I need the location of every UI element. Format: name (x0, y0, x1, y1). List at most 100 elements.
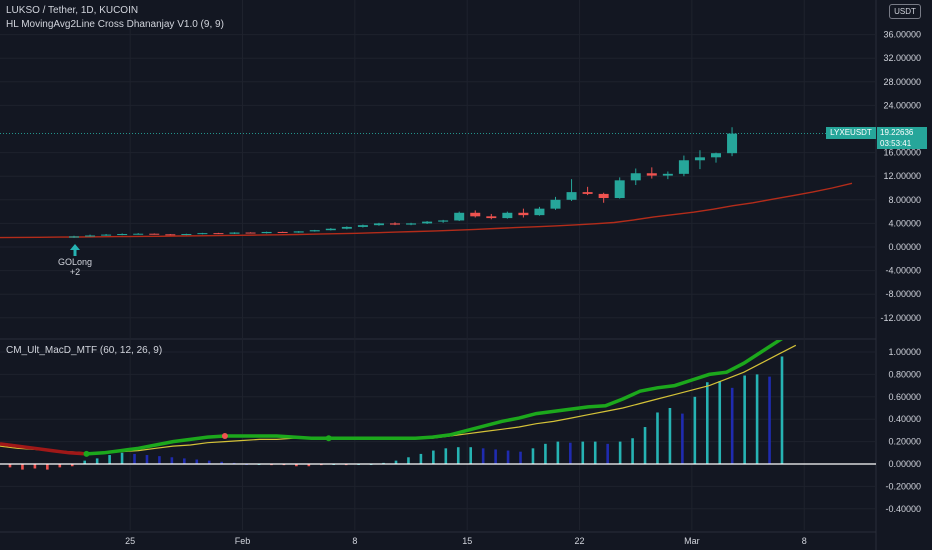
histogram-bar (456, 447, 460, 464)
price-tick-label: -12.00000 (880, 313, 921, 323)
histogram-bar (8, 464, 12, 468)
histogram-bar (768, 376, 771, 464)
candle-body (678, 160, 689, 174)
candle-body (630, 173, 641, 181)
histogram-bar (46, 464, 49, 470)
time-tick-label: 15 (462, 536, 472, 546)
candle-body (149, 233, 160, 235)
chart-grid (0, 0, 877, 550)
cross-marker (83, 450, 90, 457)
candle-body (534, 208, 545, 216)
histogram-bar (656, 412, 659, 464)
candle-body (245, 232, 256, 234)
histogram-bar (705, 382, 709, 464)
histogram-bar (569, 442, 572, 464)
osc-tick-label: -0.20000 (885, 481, 921, 491)
candle-body (165, 234, 176, 236)
candle-body (373, 223, 384, 226)
histogram-bar (170, 457, 174, 464)
time-tick-label: 22 (575, 536, 585, 546)
osc-tick-label: 0.80000 (888, 369, 921, 379)
histogram-bar (220, 461, 223, 464)
histogram-bar (668, 408, 672, 464)
candle-body (181, 234, 192, 236)
histogram-bar (519, 451, 522, 464)
macd-histogram-layer (0, 356, 876, 470)
time-tick-label: Feb (235, 536, 251, 546)
osc-tick-label: 0.20000 (888, 437, 921, 447)
candle-body (582, 192, 593, 194)
histogram-bar (631, 438, 634, 464)
histogram-bar (33, 464, 37, 469)
ticker-label: LYXEUSDT (826, 127, 876, 139)
candle-body (277, 231, 288, 233)
histogram-bar (183, 458, 186, 464)
histogram-bar (780, 356, 784, 464)
indicator2-title: CM_Ult_MacD_MTF (60, 12, 26, 9) (6, 345, 163, 356)
histogram-bar (58, 464, 62, 468)
candle-layer (69, 127, 738, 238)
histogram-bar (108, 455, 111, 464)
candle-body (197, 233, 208, 235)
histogram-bar (207, 460, 211, 464)
histogram-bar (133, 453, 136, 464)
macd-line-bearish (0, 442, 87, 456)
golong-signal: GOLong +2 (57, 257, 93, 277)
price-tick-label: 16.00000 (883, 148, 921, 158)
histogram-bar (394, 460, 398, 464)
candle-body (133, 233, 144, 235)
histogram-bar (444, 448, 448, 464)
price-tick-label: 0.00000 (888, 242, 921, 252)
macd-line-bullish (86, 340, 783, 456)
histogram-bar (606, 443, 609, 464)
arrow-up-icon (70, 244, 80, 256)
osc-tick-label: 1.00000 (888, 347, 921, 357)
candle-body (406, 223, 417, 225)
cross-marker (221, 433, 228, 439)
candle-body (117, 234, 128, 236)
candle-body (502, 212, 513, 219)
time-tick-label: Mar (684, 536, 700, 546)
candle-body (422, 221, 433, 224)
histogram-bar (531, 448, 535, 464)
candle-body (85, 235, 96, 237)
osc-tick-label: 0.00000 (888, 459, 921, 469)
histogram-bar (718, 381, 722, 464)
price-tick-label: 28.00000 (883, 77, 921, 87)
currency-button[interactable]: USDT (889, 4, 921, 19)
histogram-bar (419, 453, 423, 464)
histogram-bar (755, 374, 759, 464)
candle-body (341, 226, 352, 229)
histogram-bar (70, 464, 74, 467)
golong-sub: +2 (69, 267, 81, 277)
golong-label: GOLong (57, 257, 93, 267)
candle-body (662, 173, 673, 176)
histogram-bar (618, 441, 622, 464)
candle-body (598, 193, 609, 199)
cross-marker (325, 435, 332, 442)
histogram-bar (643, 427, 647, 464)
time-tick-label: 8 (352, 536, 357, 546)
candle-body (293, 231, 304, 233)
osc-tick-label: 0.60000 (888, 392, 921, 402)
histogram-bar (743, 375, 746, 464)
price-tick-label: 36.00000 (883, 30, 921, 40)
time-tick-label: 8 (802, 536, 807, 546)
histogram-bar (593, 441, 597, 464)
histogram-bar (506, 450, 510, 464)
histogram-bar (544, 443, 547, 464)
histogram-bar (693, 396, 697, 464)
candle-body (438, 220, 449, 222)
histogram-bar (407, 457, 410, 464)
candle-body (325, 228, 336, 231)
candle-body (261, 231, 272, 234)
histogram-bar (307, 464, 311, 467)
histogram-bar (730, 387, 734, 464)
histogram-bar (481, 448, 485, 464)
symbol-title: LUKSO / Tether, 1D, KUCOIN (6, 5, 139, 16)
indicator1-title: HL MovingAvg2Line Cross Dhananjay V1.0 (… (6, 19, 224, 30)
histogram-bar (95, 458, 99, 464)
candle-body (486, 216, 497, 219)
candle-body (614, 180, 625, 199)
